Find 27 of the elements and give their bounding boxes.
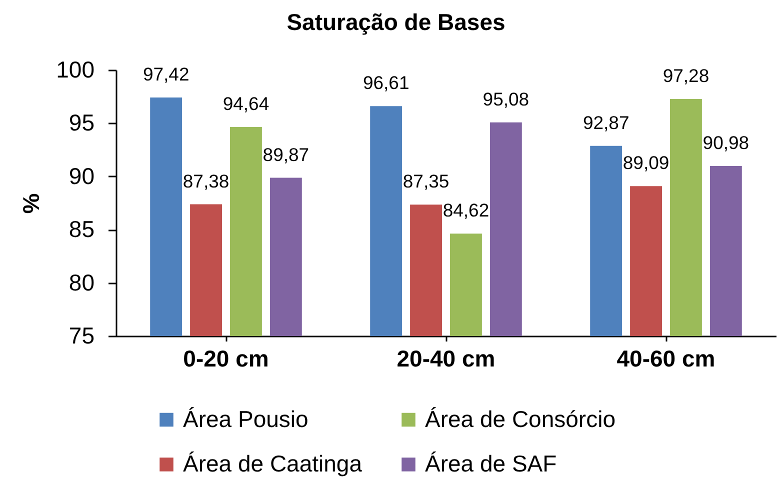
x-tick-label: 20-40 cm: [396, 346, 496, 372]
data-label: 90,98: [702, 132, 750, 153]
y-tick-label: 75: [68, 322, 94, 348]
x-tick-label: 0-20 cm: [183, 346, 269, 372]
data-label: 89,87: [262, 144, 310, 165]
data-label: 87,35: [402, 170, 450, 192]
data-label: 92,87: [582, 112, 630, 133]
y-axis-title: %: [18, 193, 44, 214]
x-tick-label: 40-60 cm: [616, 346, 716, 372]
data-label: 97,28: [662, 64, 710, 86]
y-tick-label: 95: [68, 110, 94, 136]
y-tick-label: 90: [68, 162, 94, 189]
y-tick-label: 100: [56, 56, 94, 82]
legend-label: Área Pousio: [183, 406, 308, 432]
data-label: 87,38: [182, 170, 230, 192]
legend-label: Área de SAF: [425, 450, 557, 476]
data-label: 84,62: [442, 200, 490, 221]
data-label: 95,08: [482, 88, 530, 110]
data-label: 97,42: [142, 63, 190, 84]
data-label: 89,09: [622, 152, 670, 174]
data-label: 94,64: [222, 93, 270, 114]
y-tick-label: 80: [68, 269, 94, 296]
legend-label: Área de Caatinga: [183, 450, 362, 476]
chart-title: Saturação de Bases: [286, 9, 506, 35]
data-label: 96,61: [362, 72, 410, 94]
y-tick-label: 85: [68, 216, 94, 242]
legend-label: Área de Consórcio: [425, 406, 616, 432]
